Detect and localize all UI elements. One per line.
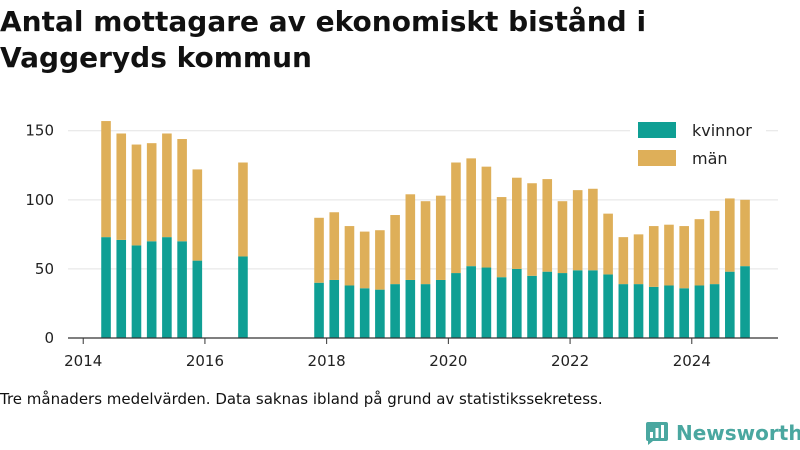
legend-swatch-man <box>638 150 676 166</box>
bar-man <box>193 169 203 260</box>
bar-man <box>710 211 720 284</box>
bar-man <box>558 201 568 273</box>
bar-kvinnor <box>162 237 172 338</box>
y-tick-label: 0 <box>44 329 54 347</box>
bar-man <box>649 226 659 287</box>
chart-svg: 0 50 100 150 2014 2016 2018 2020 2022 2024 kvinnor… <box>0 0 800 450</box>
bar-kvinnor <box>116 240 126 338</box>
legend-swatch-kvinnor <box>638 122 676 138</box>
bar-kvinnor <box>466 266 476 338</box>
bar-kvinnor <box>649 287 659 338</box>
x-tick-label: 2022 <box>551 352 589 370</box>
bar-man <box>132 145 142 246</box>
bar-kvinnor <box>375 290 385 338</box>
bar-kvinnor <box>695 285 705 338</box>
bar-kvinnor <box>558 273 568 338</box>
bar-man <box>527 183 537 276</box>
x-tick-label: 2014 <box>64 352 102 370</box>
bar-kvinnor <box>512 269 522 338</box>
bar-man <box>466 158 476 266</box>
bar-kvinnor <box>619 284 629 338</box>
bar-man <box>679 226 689 288</box>
legend-label-man: män <box>692 149 728 168</box>
bar-kvinnor <box>482 268 492 338</box>
bar-kvinnor <box>740 266 750 338</box>
bar-man <box>634 234 644 284</box>
legend-label-kvinnor: kvinnor <box>692 121 752 140</box>
bar-man <box>436 196 446 280</box>
y-tick-label: 100 <box>25 191 54 209</box>
bar-kvinnor <box>132 245 142 338</box>
bar-kvinnor <box>406 280 416 338</box>
bar-man <box>497 197 507 277</box>
bar-kvinnor <box>147 241 157 338</box>
bar-kvinnor <box>238 256 248 338</box>
bar-man <box>238 163 248 257</box>
bar-man <box>390 215 400 284</box>
brand-name: Newsworthy <box>676 421 800 445</box>
bar-kvinnor <box>436 280 446 338</box>
bar-man <box>329 212 339 280</box>
bar-man <box>147 143 157 241</box>
bar-kvinnor <box>603 274 613 338</box>
x-tick-label: 2016 <box>186 352 224 370</box>
bar-man <box>664 225 674 286</box>
bar-kvinnor <box>664 285 674 338</box>
bar-kvinnor <box>497 277 507 338</box>
bar-kvinnor <box>725 272 735 338</box>
bar-man <box>162 133 172 237</box>
bar-man <box>116 133 126 239</box>
brand-logo: Newsworthy <box>644 420 800 446</box>
y-tick-label: 50 <box>35 260 54 278</box>
bar-kvinnor <box>390 284 400 338</box>
bar-man <box>512 178 522 269</box>
bar-kvinnor <box>527 276 537 338</box>
bar-man <box>482 167 492 268</box>
bar-kvinnor <box>451 273 461 338</box>
bar-kvinnor <box>193 261 203 338</box>
bar-man <box>603 214 613 275</box>
bar-man <box>573 190 583 270</box>
bar-kvinnor <box>679 288 689 338</box>
bar-kvinnor <box>710 284 720 338</box>
bar-kvinnor <box>573 270 583 338</box>
bar-man <box>177 139 187 241</box>
bar-kvinnor <box>329 280 339 338</box>
bar-man <box>375 230 385 289</box>
bar-kvinnor <box>634 284 644 338</box>
bar-kvinnor <box>314 283 324 338</box>
bar-kvinnor <box>177 241 187 338</box>
x-tick-label: 2020 <box>429 352 467 370</box>
bar-kvinnor <box>360 288 370 338</box>
x-tick-label: 2018 <box>308 352 346 370</box>
newsworthy-logo-icon <box>644 420 670 446</box>
bar-kvinnor <box>101 237 111 338</box>
bar-kvinnor <box>542 272 552 338</box>
bar-man <box>588 189 598 271</box>
bar-man <box>619 237 629 284</box>
bar-kvinnor <box>421 284 431 338</box>
bar-man <box>740 200 750 266</box>
bar-man <box>406 194 416 280</box>
bar-man <box>421 201 431 284</box>
bar-man <box>360 232 370 289</box>
y-tick-label: 150 <box>25 122 54 140</box>
bar-man <box>101 121 111 237</box>
bar-man <box>345 226 355 285</box>
bar-man <box>725 198 735 271</box>
x-tick-label: 2024 <box>673 352 711 370</box>
bar-man <box>542 179 552 272</box>
bar-kvinnor <box>345 285 355 338</box>
bar-man <box>314 218 324 283</box>
bar-man <box>451 163 461 274</box>
chart-footnote: Tre månaders medelvärden. Data saknas ib… <box>0 390 603 408</box>
bar-man <box>695 219 705 285</box>
bar-kvinnor <box>588 270 598 338</box>
